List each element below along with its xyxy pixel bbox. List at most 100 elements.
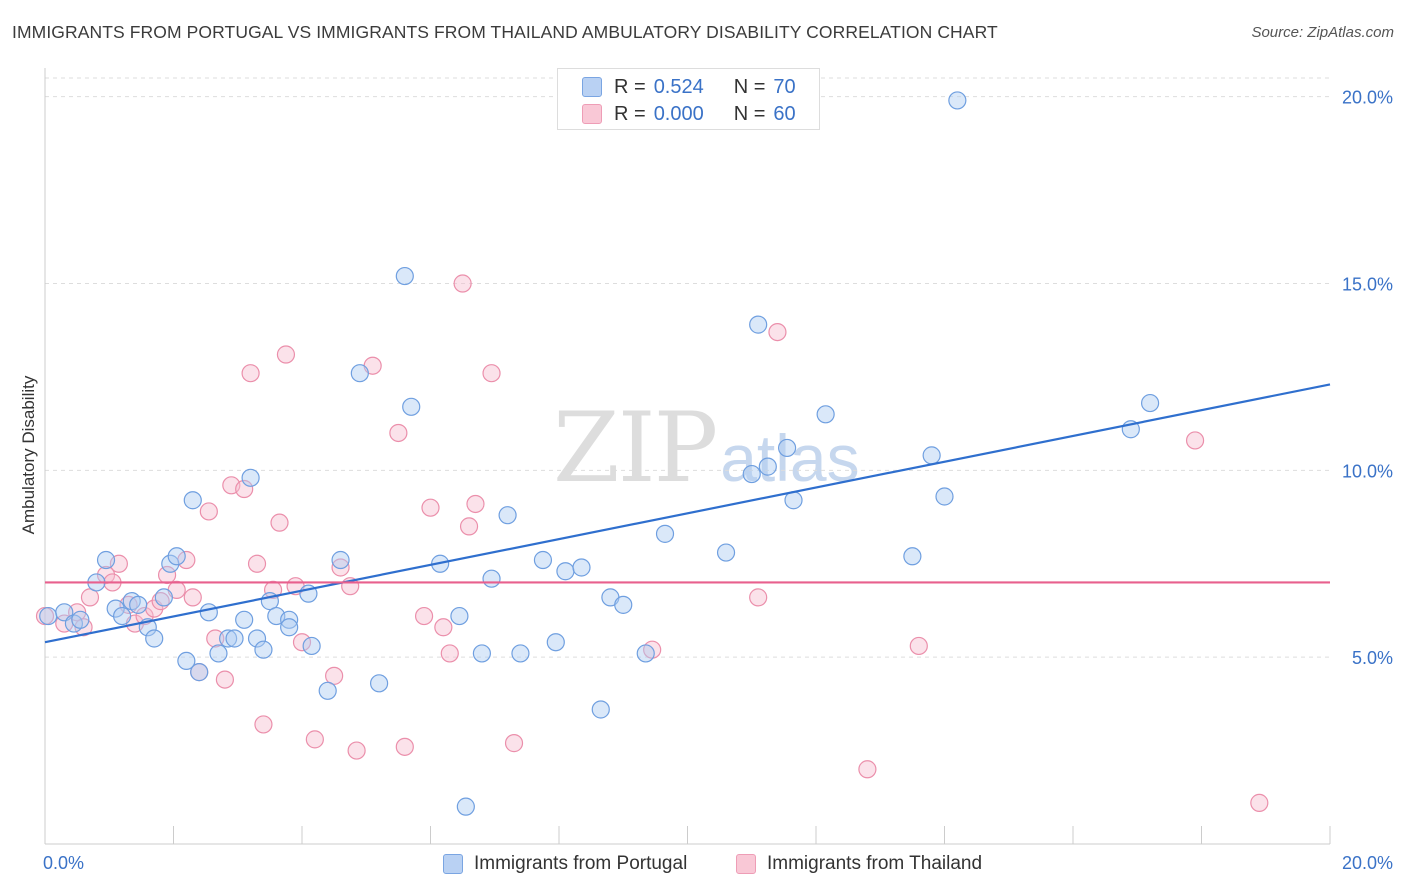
portugal-point	[777, 438, 797, 458]
portugal-point	[450, 606, 469, 626]
portugal-point	[742, 464, 761, 484]
thailand-point	[183, 588, 202, 607]
thailand-point	[434, 618, 453, 637]
portugal-point	[482, 569, 501, 588]
thailand-point	[466, 494, 485, 514]
portugal-point	[129, 595, 148, 614]
thailand-point	[1185, 431, 1205, 450]
portugal-point	[456, 797, 475, 816]
thailand-point	[276, 345, 296, 364]
thailand-point	[389, 423, 408, 443]
thailand-point	[247, 554, 267, 573]
thailand-point	[199, 502, 218, 521]
thailand-point	[270, 513, 289, 532]
portugal-point	[402, 397, 421, 416]
portugal-point	[247, 629, 267, 648]
correlation-legend: R = 0.524 N = 70 R = 0.000 N = 60	[557, 68, 820, 130]
portugal-point	[254, 640, 273, 659]
thailand-point	[235, 479, 254, 499]
portugal-point	[922, 446, 941, 465]
portugal-point	[302, 636, 321, 656]
portugal-point	[225, 629, 244, 648]
portugal-point	[572, 558, 591, 577]
tick-labels: 5.0% 10.0% 15.0% 20.0% 0.0% 20.0%	[43, 88, 1393, 873]
portugal-point	[183, 491, 202, 510]
portugal-point	[106, 599, 125, 618]
y-tick-label: 10.0%	[1342, 461, 1393, 481]
portugal-point	[71, 610, 90, 629]
thailand-point	[395, 737, 414, 756]
portugal-point	[655, 524, 675, 543]
thailand-point	[482, 364, 501, 383]
thailand-point	[206, 629, 225, 648]
portugal-point	[1140, 393, 1160, 413]
legend-r-value: 0.000	[653, 102, 704, 125]
portugal-point	[533, 550, 553, 570]
y-tick-label: 5.0%	[1352, 648, 1393, 668]
portugal-point	[331, 550, 350, 570]
portugal-point	[350, 364, 369, 383]
axes	[44, 68, 1331, 845]
portugal-point	[280, 610, 299, 629]
thailand-point	[325, 666, 344, 685]
source-label: Source: ZipAtlas.com	[1251, 24, 1394, 41]
portugal-point	[498, 506, 517, 525]
portugal-point	[177, 651, 196, 671]
portugal-point	[556, 562, 575, 581]
portugal-point	[758, 457, 777, 476]
legend-item-thailand[interactable]: Immigrants from Thailand	[736, 853, 982, 875]
legend-item-portugal[interactable]: Immigrants from Portugal	[443, 853, 687, 875]
legend-row-portugal: R = 0.524 N = 70	[582, 76, 796, 98]
y-tick-label: 15.0%	[1342, 275, 1393, 295]
thailand-point	[80, 588, 100, 607]
portugal-point	[154, 588, 173, 607]
portugal-point	[145, 629, 164, 648]
y-axis-label: Ambulatory Disability	[19, 375, 38, 535]
thailand-point	[241, 364, 260, 383]
legend-r-label: R =	[614, 75, 646, 98]
portugal-point	[370, 674, 389, 693]
legend-r-label: R =	[614, 102, 646, 125]
watermark-atlas: atlas	[720, 421, 860, 495]
thailand-swatch-icon	[736, 854, 756, 874]
portugal-point	[318, 681, 337, 700]
thailand-point	[215, 670, 234, 689]
legend-row-thailand: R = 0.000 N = 60	[582, 103, 796, 125]
portugal-point	[167, 547, 186, 566]
portugal-point	[112, 606, 132, 626]
portugal-point	[96, 550, 116, 570]
thailand-point	[1250, 793, 1269, 812]
x-tick-label: 0.0%	[43, 853, 84, 873]
thailand-point	[909, 636, 928, 656]
series-legend: Immigrants from Portugal Immigrants from…	[0, 851, 1406, 877]
portugal-point	[546, 633, 565, 652]
thailand-swatch-icon	[582, 104, 602, 124]
thailand-point	[254, 715, 273, 734]
portugal-point	[935, 487, 954, 506]
y-tick-label: 20.0%	[1342, 88, 1393, 108]
watermark: ZIPatlas	[553, 400, 860, 496]
thailand-point	[331, 558, 350, 577]
thailand-point	[459, 517, 479, 536]
x-tick-label: 20.0%	[1342, 853, 1393, 873]
thailand-point	[858, 760, 877, 779]
thailand-point	[453, 274, 472, 293]
portugal-point	[241, 468, 260, 487]
legend-n-label: N =	[733, 102, 766, 125]
chart-title: IMMIGRANTS FROM PORTUGAL VS IMMIGRANTS F…	[12, 22, 998, 42]
thailand-point	[440, 644, 459, 663]
portugal-point	[614, 595, 633, 614]
legend-n-value: 70	[773, 75, 796, 98]
legend-n-value: 60	[773, 102, 796, 125]
trendlines	[44, 383, 1331, 644]
portugal-point	[209, 644, 228, 663]
portugal-trendline	[44, 383, 1331, 644]
portugal-point	[395, 266, 414, 286]
thailand-point	[421, 498, 440, 517]
portugal-swatch-icon	[443, 854, 463, 874]
portugal-point	[199, 603, 218, 622]
legend-n-label: N =	[733, 75, 766, 98]
thailand-point	[414, 606, 434, 626]
portugal-point	[903, 547, 922, 566]
thailand-point	[292, 633, 312, 652]
